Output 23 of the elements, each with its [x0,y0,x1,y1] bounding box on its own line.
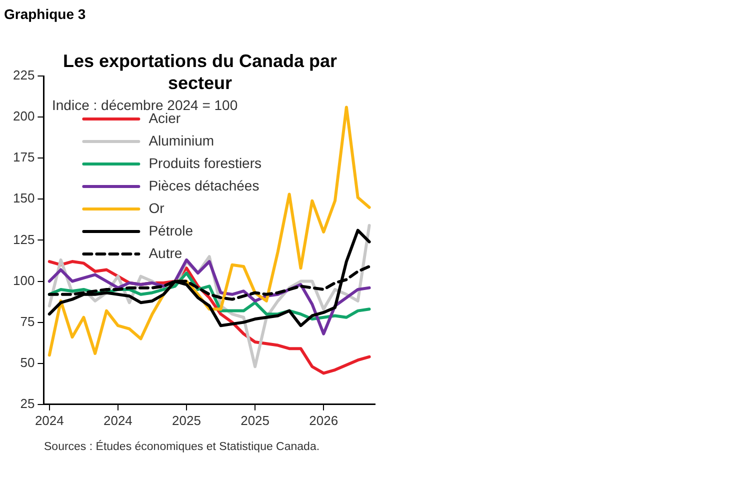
legend-label: Pétrole [148,222,194,238]
text: Graphique 3 [4,6,86,22]
y-tick-label: 125 [12,232,35,247]
legend-label: Autre [148,244,182,261]
y-tick-label: 25 [20,396,35,411]
x-tick-label: 2025 [172,412,201,428]
legend-label: Pièces détachées [148,177,260,194]
legend-label: Aluminium [148,132,214,148]
y-tick-label: 175 [12,150,35,165]
y-tick-label: 225 [12,68,35,83]
source-note: Sources : Études économiques et Statistique Canada. [44,440,321,455]
legend-label: Produits forestiers [148,154,262,171]
y-tick-label: 200 [12,108,35,124]
legend-label: Or [148,200,165,216]
y-tick-label: 50 [20,354,35,370]
y-tick-label: 75 [20,314,35,329]
x-tick-label: 2024 [34,412,64,428]
chart-title: Les exportations du Canada par secteur [62,50,338,94]
y-tick-label: 100 [12,272,35,288]
y-tick-label: 150 [12,190,35,206]
x-tick-label: 2024 [103,412,132,428]
x-tick-label: 2025 [240,412,270,428]
x-tick-label: 2026 [309,412,338,428]
